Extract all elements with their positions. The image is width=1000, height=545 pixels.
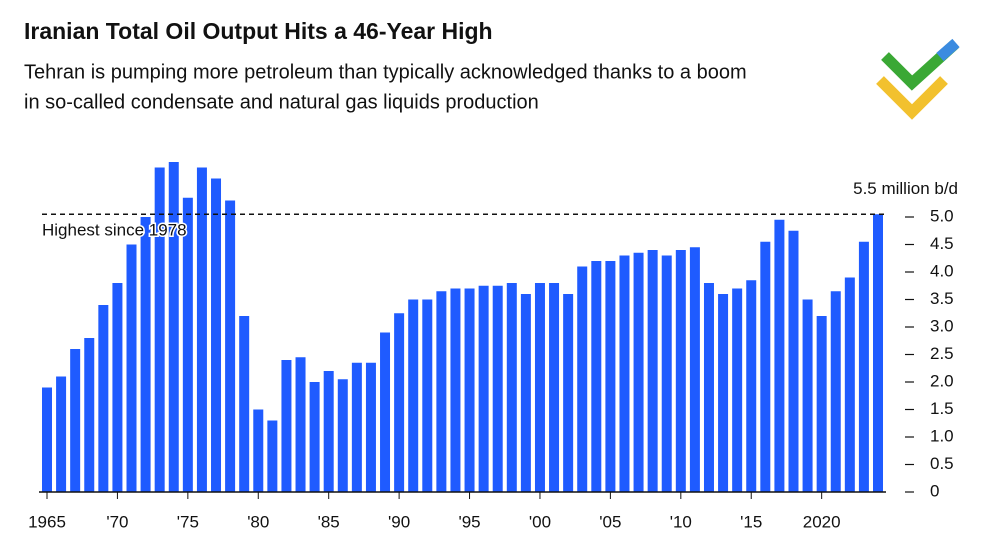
bar (689, 247, 700, 492)
bar (534, 283, 545, 492)
bar (675, 250, 686, 492)
bar (422, 299, 433, 492)
chart-title: Iranian Total Oil Output Hits a 46-Year … (24, 18, 493, 44)
bar (253, 409, 264, 492)
bar (464, 288, 475, 492)
bar (549, 283, 560, 492)
x-tick-label: '15 (740, 512, 762, 531)
bar (168, 162, 179, 492)
x-tick-label: 1965 (28, 512, 66, 531)
bar (633, 252, 644, 492)
bar (323, 371, 334, 492)
logo (876, 38, 960, 120)
bar (858, 241, 869, 492)
x-tick-label: '80 (247, 512, 269, 531)
bar (577, 266, 588, 492)
bar (619, 255, 630, 492)
bar (478, 285, 489, 492)
bar (126, 244, 137, 492)
bar (98, 305, 109, 492)
x-tick-label: '00 (529, 512, 551, 531)
bar (732, 288, 743, 492)
y-tick-label: 4.0 (930, 261, 954, 280)
bar (436, 291, 447, 492)
bar (506, 283, 517, 492)
y-axis-unit-label: 5.5 million b/d (853, 179, 958, 198)
bar (774, 219, 785, 492)
bar (802, 299, 813, 492)
y-tick-label: 0 (930, 481, 939, 500)
bar (661, 255, 672, 492)
x-tick-label: '85 (318, 512, 340, 531)
bar (365, 362, 376, 492)
bar (746, 280, 757, 492)
bar (563, 294, 574, 492)
bar (605, 261, 616, 492)
bar (703, 283, 714, 492)
chart-subtitle: in so-called condensate and natural gas … (24, 91, 539, 113)
bar (830, 291, 841, 492)
x-tick-label: '70 (106, 512, 128, 531)
bar (281, 360, 292, 492)
bar (394, 313, 405, 492)
y-tick-label: 0.5 (930, 454, 954, 473)
x-tick-label: '10 (670, 512, 692, 531)
bar (816, 316, 827, 492)
bar (718, 294, 729, 492)
bar (788, 230, 799, 492)
bar (211, 178, 222, 492)
bar (56, 376, 67, 492)
bar (337, 379, 348, 492)
x-tick-label: '75 (177, 512, 199, 531)
chart-subtitle: Tehran is pumping more petroleum than ty… (24, 61, 747, 83)
bar (309, 382, 320, 492)
bar (408, 299, 419, 492)
y-tick-label: 3.5 (930, 289, 954, 308)
bar (182, 197, 193, 492)
bar (873, 214, 883, 492)
bar (239, 316, 250, 492)
bar (492, 285, 503, 492)
x-tick-label: '95 (458, 512, 480, 531)
bar (295, 357, 306, 492)
bar (267, 420, 278, 492)
bar (84, 338, 95, 492)
y-tick-label: 2.0 (930, 371, 954, 390)
y-tick-label: 1.5 (930, 399, 954, 418)
x-tick-label: 2020 (803, 512, 841, 531)
bar (42, 387, 52, 492)
bar (380, 332, 391, 492)
bar (520, 294, 531, 492)
bar (647, 250, 658, 492)
bar (196, 167, 207, 492)
bar (591, 261, 602, 492)
bar (760, 241, 771, 492)
y-tick-label: 5.0 (930, 206, 954, 225)
bar (140, 217, 151, 492)
bar (450, 288, 461, 492)
x-tick-label: '90 (388, 512, 410, 531)
bar (112, 283, 123, 492)
y-tick-label: 4.5 (930, 234, 954, 253)
y-tick-label: 1.0 (930, 426, 954, 445)
x-tick-label: '05 (599, 512, 621, 531)
y-tick-label: 3.0 (930, 316, 954, 335)
bar (351, 362, 362, 492)
y-tick-label: 2.5 (930, 344, 954, 363)
bar (225, 200, 236, 492)
bar (154, 167, 165, 492)
annotation-label: Highest since 1978 (42, 221, 187, 240)
bar (70, 349, 81, 492)
bar (844, 277, 855, 492)
